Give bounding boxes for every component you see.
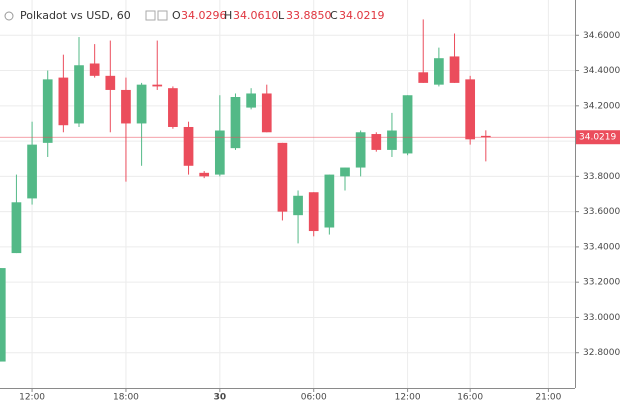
x-tick-label: 12:00 (19, 393, 45, 403)
candle-body (58, 77, 69, 126)
last-price-label: 34.0219 (579, 133, 616, 143)
close-value: 34.0219 (339, 9, 385, 22)
candle-body (152, 84, 163, 87)
candle-body (214, 130, 225, 175)
candle-body (74, 65, 84, 124)
candle-body (371, 134, 382, 150)
y-tick-label: 33.4000 (583, 242, 620, 252)
x-tick-label: 12:00 (395, 393, 421, 403)
x-tick-label: 18:00 (113, 393, 139, 403)
candle-body (246, 93, 256, 108)
candle-body (324, 174, 335, 228)
candle-body (105, 75, 116, 90)
y-tick-label: 33.8000 (583, 172, 620, 182)
candle-body (418, 72, 429, 83)
candle-body (308, 192, 319, 232)
candle-body (230, 97, 241, 149)
y-tick-label: 34.6000 (583, 31, 620, 41)
candle-body (355, 132, 366, 168)
low-value: 33.8850 (286, 9, 332, 22)
hide-icon[interactable] (157, 10, 168, 21)
candle-body (199, 172, 210, 177)
candle-body (27, 144, 37, 199)
candle-body (89, 63, 100, 76)
candle-body (293, 195, 303, 216)
high-key: H (224, 9, 232, 22)
candle-body (465, 79, 476, 140)
legend-header: Polkadot vs USD, 60 O 34.0296 H 34.0610 … (4, 9, 385, 22)
candle-body (387, 130, 397, 150)
candle-body (261, 93, 272, 133)
axes: 32.8000 33.0000 33.2000 33.4000 33.6000 33.80… (19, 31, 620, 403)
candle-body (277, 142, 288, 212)
candle-body (402, 95, 413, 154)
symbol-title: Polkadot vs USD, 60 (20, 9, 131, 22)
candle-body (340, 167, 350, 177)
x-tick-label: 06:00 (301, 393, 327, 403)
candle-body (168, 88, 178, 127)
candle-body (480, 135, 491, 138)
high-value: 34.0610 (233, 9, 279, 22)
candle-body (0, 268, 6, 362)
x-tick-label: 16:00 (457, 393, 483, 403)
settings-icon[interactable] (145, 10, 156, 21)
open-key: O (172, 9, 181, 22)
x-tick-label: 21:00 (535, 393, 561, 403)
low-key: L (278, 9, 285, 22)
y-tick-label: 33.2000 (583, 278, 620, 288)
y-tick-label: 33.6000 (583, 207, 620, 217)
candle-body (11, 202, 22, 254)
candle-body (449, 56, 460, 83)
candle-body (42, 79, 53, 143)
open-value: 34.0296 (181, 9, 227, 22)
x-tick-label: 30 (214, 393, 227, 403)
candle-body (183, 126, 194, 166)
candles (0, 19, 575, 362)
close-key: C (330, 9, 338, 22)
candle-body (434, 58, 444, 85)
y-tick-label: 34.2000 (583, 101, 620, 111)
candle-body (121, 89, 131, 124)
y-tick-label: 32.8000 (583, 348, 620, 358)
collapse-icon[interactable] (4, 11, 14, 21)
last-price-tag (576, 130, 620, 145)
candle-body (136, 84, 147, 124)
y-tick-label: 33.0000 (583, 313, 620, 323)
y-tick-label: 34.4000 (583, 66, 620, 76)
